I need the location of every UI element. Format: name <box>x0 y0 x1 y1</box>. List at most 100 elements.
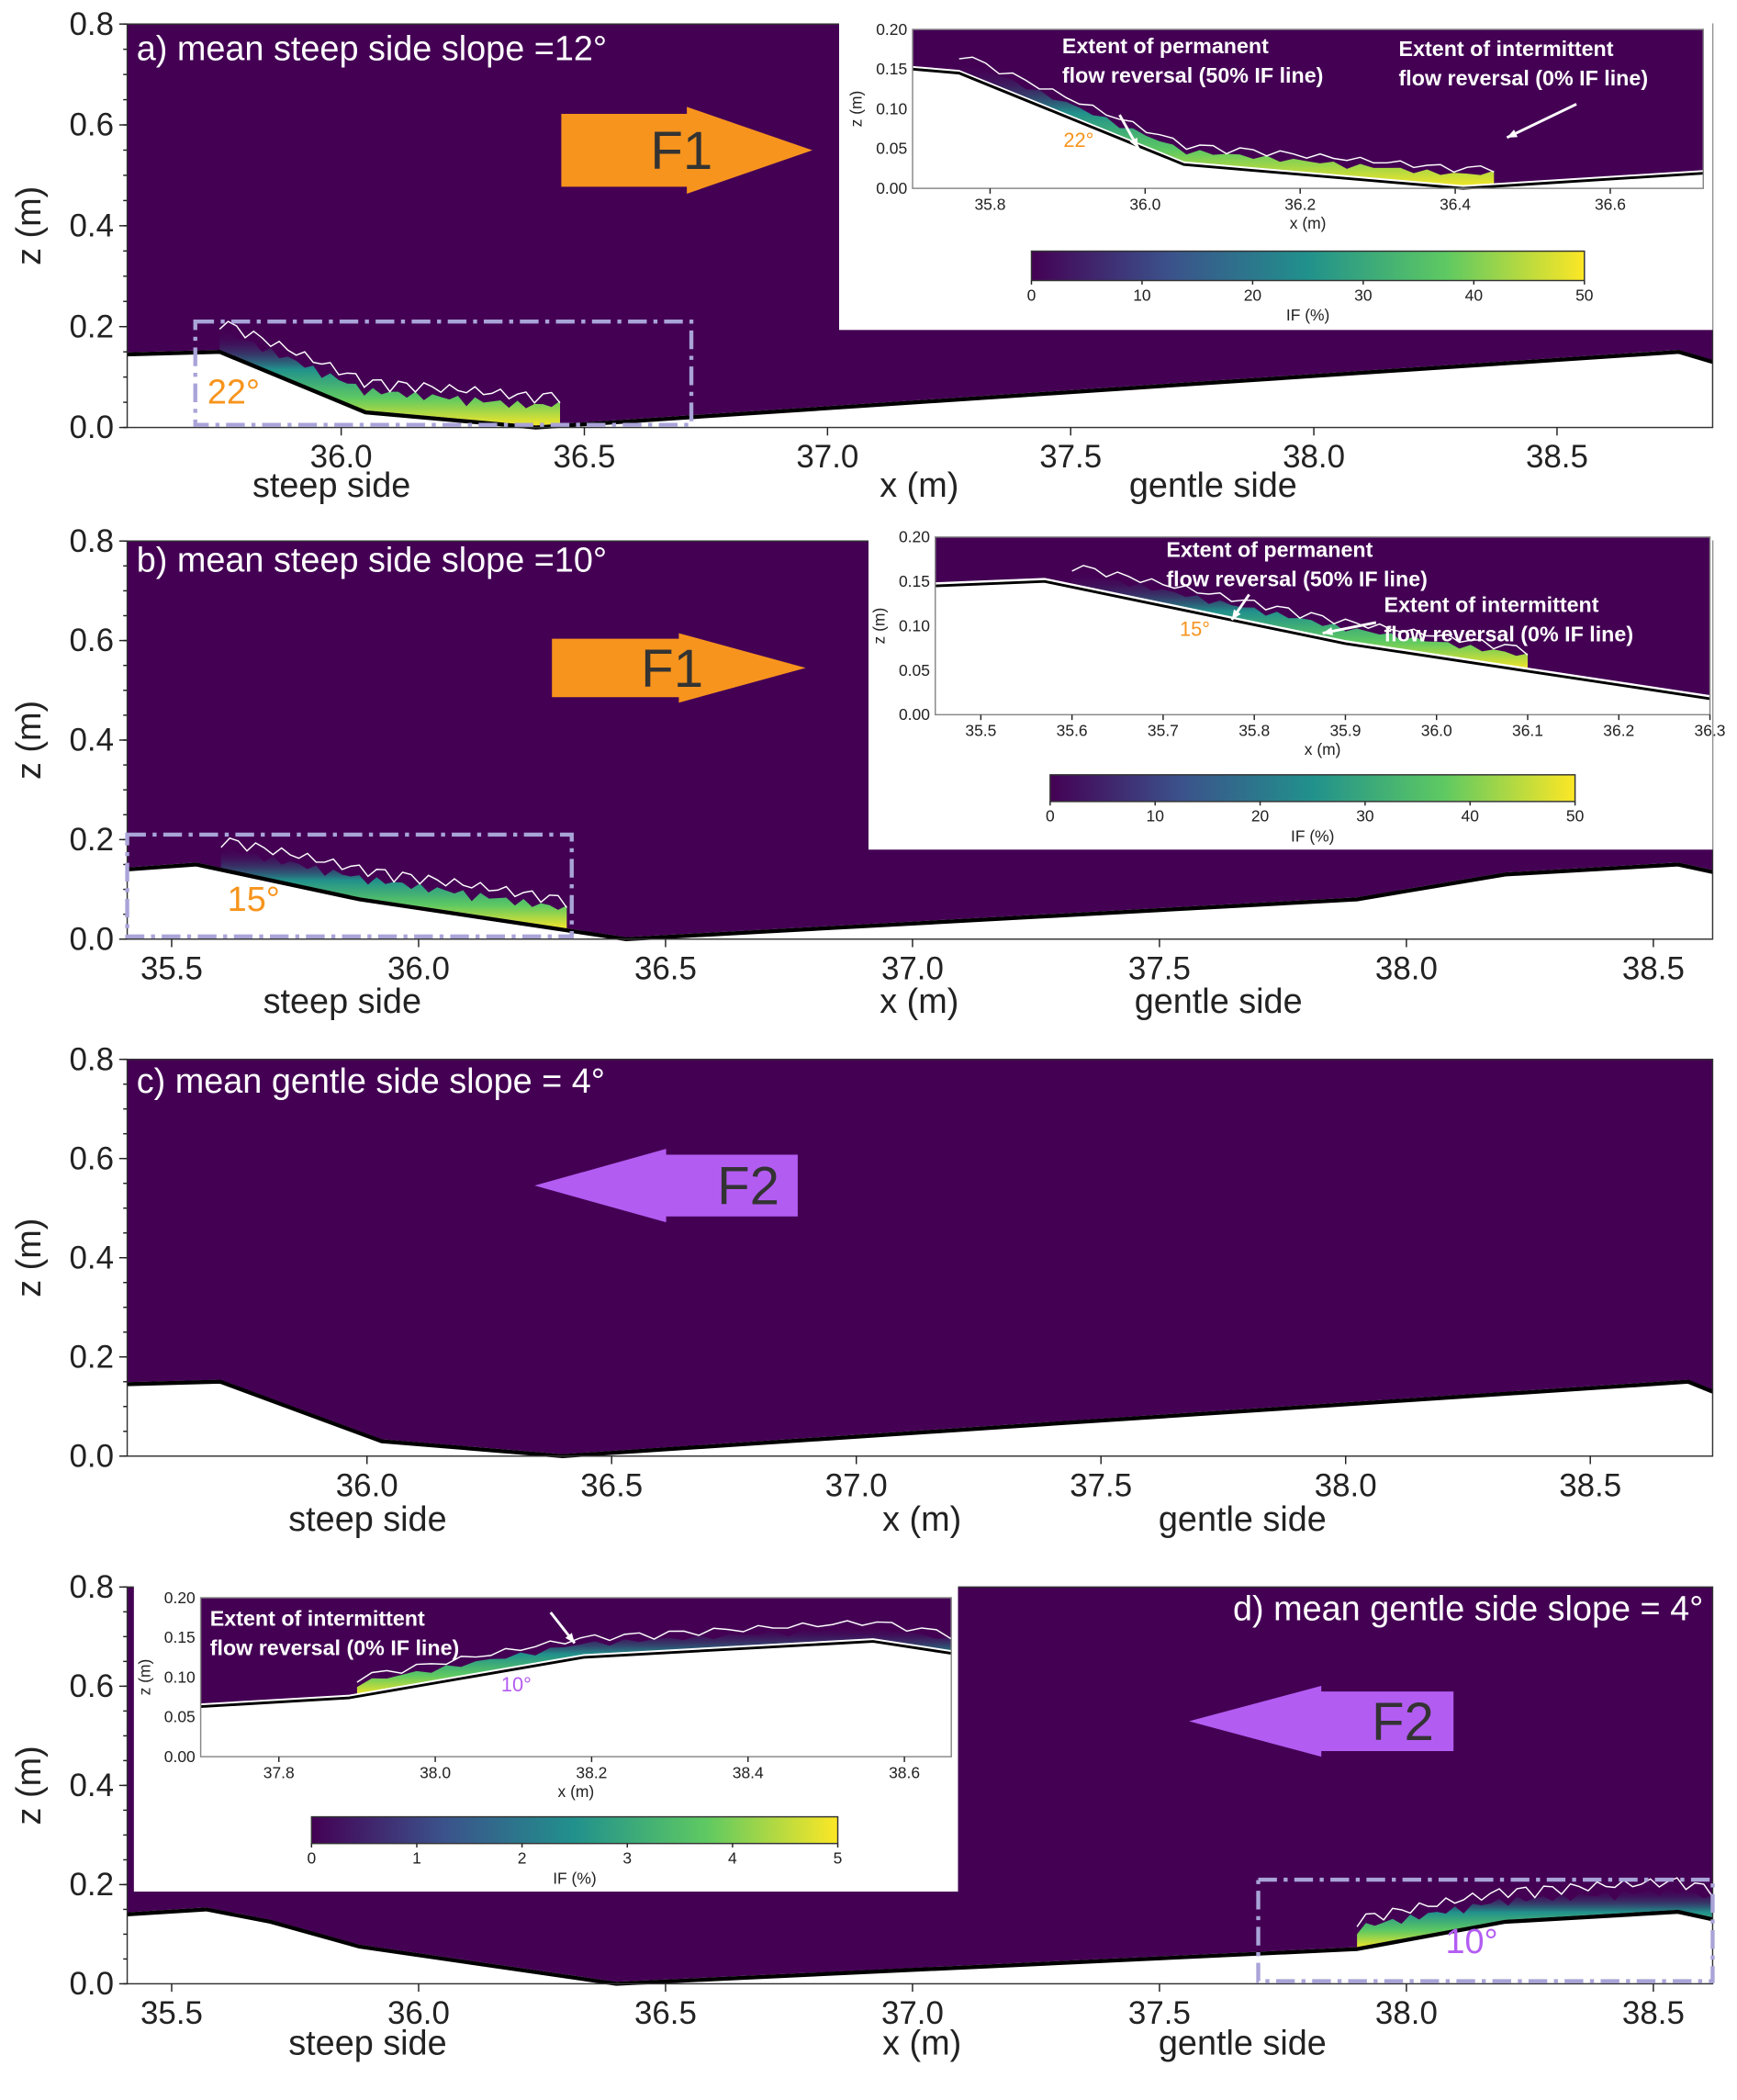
bed-sediment <box>200 1638 952 1757</box>
annotation-line1: Extent of intermittent <box>1399 37 1614 61</box>
colorbar-tick-label: 20 <box>1244 286 1262 304</box>
inset-x-tick-label: 36.1 <box>1512 722 1543 740</box>
colorbar-tick-label: 10 <box>1147 807 1165 825</box>
steep-side-label: steep side <box>263 983 421 1021</box>
x-tick-label: 37.5 <box>1070 1467 1132 1503</box>
panel-b: b) mean steep side slope =10° 0.0 0.2 0.4 0.… <box>10 523 1726 1021</box>
x-tick-label: 38.5 <box>1622 950 1685 986</box>
x-tick-label: 38.0 <box>1375 1995 1438 2031</box>
inset-x-tick-label: 38.4 <box>733 1763 764 1781</box>
y-tick-label: 0.6 <box>69 1140 114 1176</box>
colorbar-label: IF (%) <box>1291 827 1334 846</box>
inset-y-tick-label: 0.00 <box>899 705 930 724</box>
inset-slope-angle-label: 10° <box>501 1673 532 1696</box>
annotation-arrowhead <box>1322 627 1334 635</box>
inset-y-tick-label: 0.15 <box>164 1628 196 1646</box>
inset-y-tick-label: 0.05 <box>164 1708 196 1726</box>
annotation-arrowhead <box>1129 137 1138 149</box>
annotation-line1: Extent of intermittent <box>1384 592 1599 616</box>
x-tick-label: 36.0 <box>387 1995 450 2031</box>
inset-x-tick-label: 36.3 <box>1695 722 1726 740</box>
colorbar-tick-label: 10 <box>1133 286 1151 304</box>
inset-b: 0.00 0.05 0.10 0.15 0.20 35.5 35.6 35.7 35.8 35.9… <box>868 528 1726 850</box>
bed-sediment <box>935 578 1710 715</box>
flow-label: F1 <box>650 121 712 181</box>
inset-x-tick-label: 36.0 <box>1129 195 1160 213</box>
x-axis-label: x (m) <box>882 1500 961 1539</box>
x-tick-label: 37.5 <box>1039 439 1102 475</box>
y-axis-label: z (m) <box>10 1218 49 1297</box>
annotation-arrow <box>1506 103 1577 140</box>
x-axis-label: x (m) <box>880 983 958 1021</box>
annotation-line1: Extent of permanent <box>1166 538 1373 562</box>
flow-reversal-zone <box>219 330 561 428</box>
y-tick-label: 0.8 <box>69 523 114 559</box>
inset-y-tick-label: 0.00 <box>164 1747 196 1766</box>
bed-sediment <box>127 1379 1713 1456</box>
bed-profile-line <box>127 1379 1714 1458</box>
inset-y-tick-label: 0.15 <box>899 572 930 590</box>
x-tick-label: 37.0 <box>796 439 858 475</box>
x-tick-label: 36.0 <box>387 950 450 986</box>
bed-profile-line <box>935 579 1710 701</box>
colorbar-tick-label: 50 <box>1575 286 1594 304</box>
flow-direction-arrow <box>534 1149 798 1223</box>
if-contour-line <box>1356 1877 1714 1927</box>
gentle-side-label: gentle side <box>1159 2025 1327 2063</box>
y-tick-label: 0.4 <box>69 1768 114 1803</box>
x-tick-label: 37.5 <box>1128 1995 1191 2031</box>
x-tick-label: 35.5 <box>140 950 203 986</box>
inset-x-tick-label: 36.0 <box>1421 722 1452 740</box>
colorbar-tick-label: 0 <box>1046 807 1055 825</box>
x-tick-label: 36.0 <box>310 439 373 475</box>
y-tick-label: 0.4 <box>69 723 114 758</box>
panel-a: a) mean steep side slope =12° 0.0 0.2 0.4 0.… <box>10 6 1714 505</box>
y-tick-label: 0.4 <box>69 1240 114 1275</box>
zoom-region-box <box>1256 1877 1715 1983</box>
inset-y-tick-label: 0.20 <box>899 528 930 546</box>
steep-side-label: steep side <box>252 466 410 505</box>
inset-y-tick-label: 0.05 <box>876 140 907 158</box>
annotation-line2: flow reversal (0% IF line) <box>1384 622 1634 646</box>
y-axis-label: z (m) <box>10 1746 49 1825</box>
panel-title: a) mean steep side slope =12° <box>137 29 607 68</box>
colorbar <box>1030 250 1586 282</box>
gentle-side-label: gentle side <box>1129 466 1297 505</box>
annotation-arrowhead <box>1507 129 1518 138</box>
bed-profile-line <box>127 349 1714 430</box>
annotation-line1: Extent of intermittent <box>210 1607 425 1631</box>
x-tick-label: 37.0 <box>825 1467 888 1503</box>
flow-label: F1 <box>641 639 703 699</box>
annotation-line1: Extent of permanent <box>1062 34 1269 58</box>
y-tick-label: 0.6 <box>69 107 114 143</box>
colorbar-tick-label: 50 <box>1566 807 1585 825</box>
if-contour-line <box>356 1620 952 1683</box>
inset-x-tick-label: 35.5 <box>965 722 996 740</box>
if-contour-line <box>958 56 1495 174</box>
bed-sediment <box>127 1907 1713 1984</box>
y-tick-label: 0.2 <box>69 309 114 344</box>
panel-c: c) mean gentle side slope = 4° 0.0 0.2 0.4 0… <box>10 1041 1714 1539</box>
inset-x-tick-label: 35.8 <box>1238 722 1270 740</box>
inset-y-tick-label: 0.10 <box>876 99 907 118</box>
flow-reversal-zone <box>220 847 567 931</box>
flow-reversal-zone <box>958 62 1495 188</box>
x-tick-label: 38.0 <box>1375 950 1438 986</box>
zoom-region-box <box>193 320 694 427</box>
y-axis-label: z (m) <box>10 701 49 780</box>
x-tick-label: 37.0 <box>881 950 944 986</box>
inset-x-tick-label: 35.6 <box>1057 722 1088 740</box>
x-tick-label: 37.0 <box>881 1995 944 2031</box>
inset-x-tick-label: 36.2 <box>1603 722 1634 740</box>
panel-title: d) mean gentle side slope = 4° <box>1233 1590 1703 1629</box>
steep-side-label: steep side <box>288 1500 446 1539</box>
y-tick-label: 0.6 <box>69 623 114 658</box>
colorbar-tick-label: 20 <box>1251 807 1270 825</box>
inset-x-tick-label: 36.2 <box>1284 195 1316 213</box>
inset-y-tick-label: 0.10 <box>164 1668 196 1686</box>
x-tick-label: 38.5 <box>1622 1995 1685 2031</box>
colorbar-tick-label: 30 <box>1354 286 1373 304</box>
inset-frame <box>935 536 1711 716</box>
y-tick-label: 0.4 <box>69 208 114 244</box>
inset-y-tick-label: 0.20 <box>164 1589 196 1607</box>
